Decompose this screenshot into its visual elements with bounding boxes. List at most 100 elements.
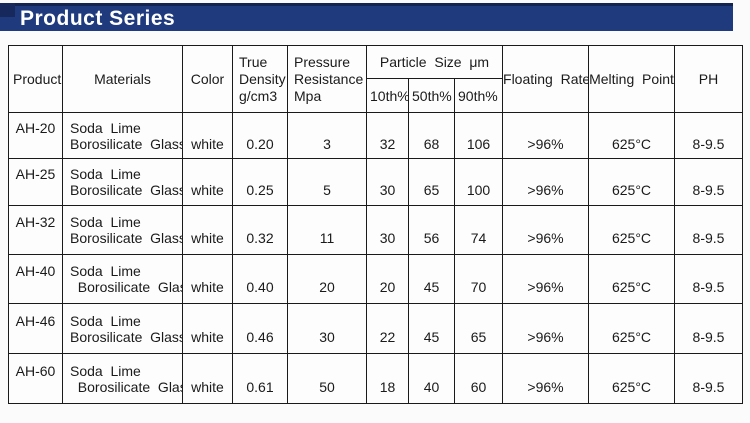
melting-cell: 625°C [588, 112, 676, 159]
ph-cell: 8-9.5 [674, 205, 744, 255]
density-cell: 0.25 [232, 158, 288, 206]
materials-cell: Soda Lime Borosilicate Glass [62, 158, 183, 206]
melting-cell: 625°C [588, 158, 676, 206]
header-particle-size: Particle Size μm [365, 45, 504, 79]
table-row: AH-60 Soda Lime Borosilicate Glass white… [8, 353, 744, 404]
density-cell: 0.46 [232, 303, 288, 354]
ph-cell: 8-9.5 [674, 112, 744, 159]
ph-cell: 8-9.5 [674, 353, 744, 404]
p50-cell: 56 [408, 205, 455, 255]
materials-text: Soda Lime Borosilicate Glass [70, 166, 183, 198]
materials-cell: Soda Lime Borosilicate Glass [62, 205, 183, 255]
ph-cell: 8-9.5 [674, 254, 744, 304]
color-cell: white [182, 158, 233, 206]
header-floating-rate: Floating Rate [502, 45, 590, 113]
pressure-cell: 11 [287, 205, 367, 255]
materials-cell: Soda Lime Borosilicate Glass [62, 353, 183, 404]
header-pressure-resistance: Pressure Resistance Mpa [287, 45, 367, 113]
product-code: AH-25 [15, 166, 56, 182]
p10-cell: 32 [366, 112, 409, 159]
density-cell: 0.40 [232, 254, 288, 304]
materials-text: Soda Lime Borosilicate Glass [70, 214, 183, 246]
pressure-cell: 30 [287, 303, 367, 354]
table-header: Product Materials Color True Density g/c… [8, 45, 744, 113]
p50-cell: 68 [408, 112, 455, 159]
banner-accent-decor [0, 3, 15, 17]
header-p50: 50th% [408, 78, 455, 113]
floating-cell: >96% [502, 205, 590, 255]
pressure-cell: 50 [287, 353, 367, 404]
melting-cell: 625°C [588, 254, 676, 304]
p10-cell: 20 [366, 254, 409, 304]
table-body: AH-20 Soda Lime Borosilicate Glass white… [8, 112, 744, 404]
color-cell: white [182, 254, 233, 304]
floating-cell: >96% [502, 254, 590, 304]
floating-cell: >96% [502, 303, 590, 354]
materials-cell: Soda Lime Borosilicate Glass [62, 254, 183, 304]
section-banner: Product Series [0, 3, 733, 31]
product-cell: AH-20 [8, 112, 63, 159]
p90-cell: 106 [453, 112, 504, 159]
ph-cell: 8-9.5 [674, 303, 744, 354]
product-code: AH-32 [15, 214, 56, 230]
melting-cell: 625°C [588, 353, 676, 404]
p50-cell: 45 [408, 303, 455, 354]
materials-text: Soda Lime Borosilicate Glass [70, 263, 182, 295]
p10-cell: 22 [366, 303, 409, 354]
materials-cell: Soda Lime Borosilicate Glass [62, 303, 183, 354]
materials-text: Soda Lime Borosilicate Glass [70, 362, 182, 395]
density-cell: 0.32 [232, 205, 288, 255]
p10-cell: 30 [366, 158, 409, 206]
floating-cell: >96% [502, 112, 590, 159]
table-row: AH-32 Soda Lime Borosilicate Glass white… [8, 205, 744, 255]
product-code: AH-40 [15, 263, 56, 279]
color-cell: white [182, 112, 233, 159]
product-series-table: Product Materials Color True Density g/c… [8, 45, 744, 404]
table-row: AH-20 Soda Lime Borosilicate Glass white… [8, 112, 744, 159]
header-row-2: 10th% 50th% 90th% [9, 78, 743, 113]
density-cell: 0.61 [232, 353, 288, 404]
p10-cell: 18 [366, 353, 409, 404]
p90-cell: 60 [453, 353, 504, 404]
color-cell: white [182, 205, 233, 255]
floating-cell: >96% [502, 353, 590, 404]
header-row-1: Product Materials Color True Density g/c… [8, 45, 744, 113]
product-code: AH-60 [15, 362, 56, 379]
color-cell: white [182, 353, 233, 404]
pressure-cell: 3 [287, 112, 367, 159]
p50-cell: 40 [408, 353, 455, 404]
product-cell: AH-32 [8, 205, 63, 255]
pressure-cell: 20 [287, 254, 367, 304]
product-cell: AH-40 [8, 254, 63, 304]
section-title: Product Series [20, 6, 176, 30]
product-table-container: Product Materials Color True Density g/c… [8, 45, 744, 404]
product-code: AH-20 [15, 119, 56, 136]
p90-cell: 74 [453, 205, 504, 255]
header-true-density: True Density g/cm3 [232, 45, 288, 113]
p90-cell: 70 [453, 254, 504, 304]
density-cell: 0.20 [232, 112, 288, 159]
pressure-cell: 5 [287, 158, 367, 206]
product-cell: AH-46 [8, 303, 63, 354]
p90-cell: 100 [453, 158, 504, 206]
materials-cell: Soda Lime Borosilicate Glass [62, 112, 183, 159]
product-cell: AH-60 [8, 353, 63, 404]
materials-text: Soda Lime Borosilicate Glass [70, 119, 183, 152]
table-row: AH-25 Soda Lime Borosilicate Glass white… [8, 158, 744, 206]
melting-cell: 625°C [588, 303, 676, 354]
header-color: Color [182, 45, 233, 113]
color-cell: white [182, 303, 233, 354]
ph-cell: 8-9.5 [674, 158, 744, 206]
materials-text: Soda Lime Borosilicate Glass [70, 312, 183, 345]
p10-cell: 30 [366, 205, 409, 255]
table-row: AH-46 Soda Lime Borosilicate Glass white… [8, 303, 744, 354]
header-ph: PH [674, 45, 744, 113]
header-materials: Materials [62, 45, 183, 113]
header-melting-point: Melting Point [588, 45, 676, 113]
header-p90: 90th% [453, 78, 504, 113]
p90-cell: 65 [453, 303, 504, 354]
floating-cell: >96% [502, 158, 590, 206]
p50-cell: 45 [408, 254, 455, 304]
product-code: AH-46 [15, 312, 56, 329]
